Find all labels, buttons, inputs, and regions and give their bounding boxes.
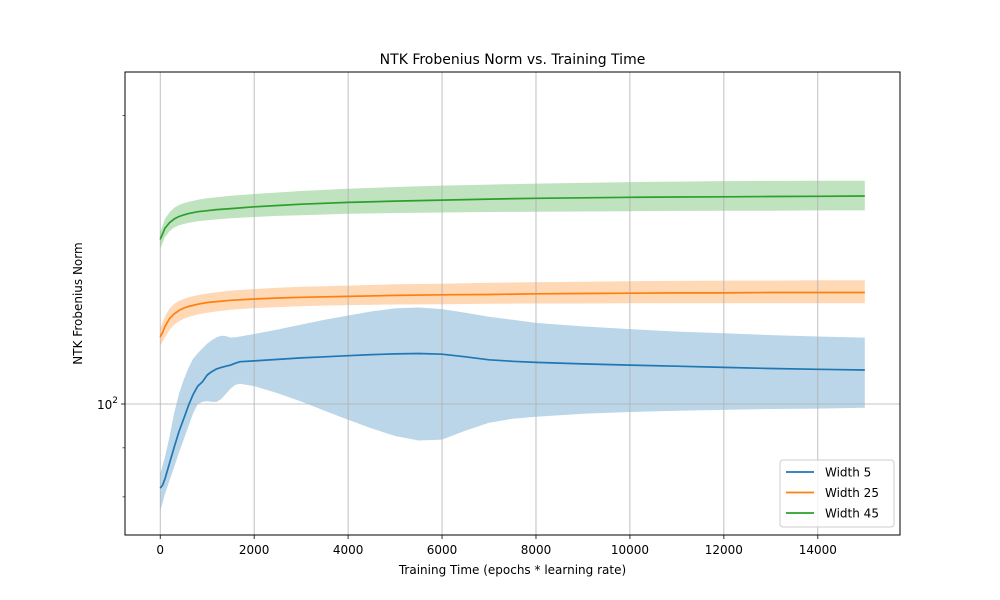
legend-label-series-3: Width 45 bbox=[825, 507, 879, 521]
legend-label-series-1: Width 5 bbox=[825, 466, 871, 480]
legend-box bbox=[779, 459, 895, 528]
x-tick-label: 2000 bbox=[239, 543, 270, 557]
x-tick-label: 14000 bbox=[799, 543, 837, 557]
line-series-3 bbox=[159, 195, 865, 240]
x-tick-label: 0 bbox=[156, 543, 164, 557]
grid-lines bbox=[125, 72, 900, 535]
line-series-1 bbox=[159, 352, 865, 489]
chart-title: NTK Frobenius Norm vs. Training Time bbox=[380, 52, 646, 68]
legend-label-series-2: Width 25 bbox=[825, 486, 879, 500]
y-axis-label: NTK Frobenius Norm bbox=[71, 242, 85, 364]
x-axis-ticks: 0 2000 4000 6000 8000 10000 12000 14000 bbox=[156, 535, 837, 557]
line-series-2 bbox=[159, 291, 865, 338]
x-tick-label: 8000 bbox=[521, 543, 552, 557]
band-series-1 bbox=[160, 307, 865, 512]
x-axis-label: Training Time (epochs * learning rate) bbox=[398, 563, 626, 577]
y-tick-label: 102 bbox=[97, 396, 118, 412]
x-tick-label: 10000 bbox=[611, 543, 649, 557]
x-tick-label: 12000 bbox=[705, 543, 743, 557]
y-axis-ticks: 102 bbox=[97, 115, 125, 498]
band-series-3 bbox=[160, 180, 865, 250]
x-tick-label: 6000 bbox=[427, 543, 458, 557]
plot-frame bbox=[124, 71, 901, 536]
series-lines bbox=[159, 195, 865, 489]
x-tick-label: 4000 bbox=[333, 543, 364, 557]
legend: Width 5 Width 25 Width 45 bbox=[779, 459, 895, 528]
